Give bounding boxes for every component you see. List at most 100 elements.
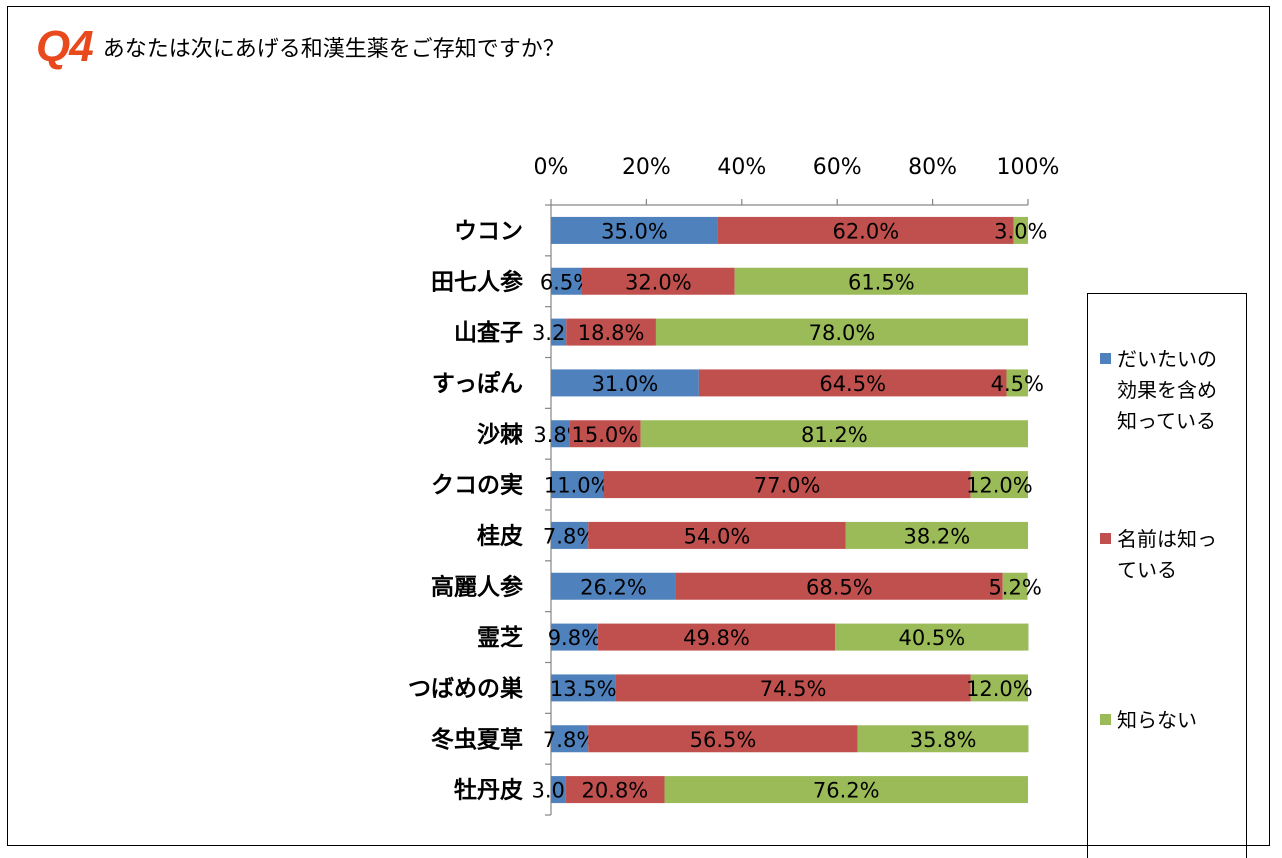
data-label: 20.8%	[582, 779, 649, 803]
category-label: 桂皮	[477, 523, 523, 549]
bar-segment	[970, 674, 1028, 702]
bar-segment	[551, 572, 676, 600]
category-label: 霊芝	[477, 625, 523, 651]
data-label: 76.2%	[813, 779, 880, 803]
bar-segment	[655, 318, 1028, 346]
category-label: つばめの巣	[408, 675, 524, 702]
category-label: クコの実	[431, 472, 523, 499]
bar-segment	[597, 623, 836, 651]
legend-item-know-effect: だいたいの 効果を含め 知っている	[1100, 344, 1240, 437]
bar-segment	[588, 725, 858, 753]
data-label: 49.8%	[683, 626, 750, 650]
data-label: 81.2%	[801, 423, 868, 447]
legend-swatch-red	[1100, 533, 1111, 544]
bar-segment	[698, 369, 1007, 397]
x-tick-label: 40%	[717, 155, 766, 180]
data-label: 3.0%	[994, 219, 1047, 243]
x-tick-label: 20%	[622, 155, 671, 180]
bar-segment	[551, 318, 567, 346]
legend-swatch-green	[1100, 714, 1111, 725]
data-label: 78.0%	[809, 321, 876, 345]
legend-item-know-name: 名前は知っ ている	[1100, 524, 1240, 586]
legend-label-know-name: 名前は知っ ている	[1117, 527, 1217, 582]
legend-swatch-blue	[1100, 353, 1111, 364]
bar-segment	[551, 725, 589, 753]
question-badge: Q4	[36, 22, 94, 71]
category-label: 牡丹皮	[454, 778, 523, 804]
bar-segment	[588, 521, 846, 549]
data-label: 64.5%	[819, 372, 886, 396]
data-label: 32.0%	[625, 270, 692, 294]
x-tick-label: 60%	[813, 155, 862, 180]
legend-item-unknown: 知らない	[1100, 705, 1240, 736]
data-label: 7.8%	[543, 524, 596, 548]
x-tick-label: 0%	[534, 155, 569, 180]
data-label: 5.2%	[988, 575, 1041, 599]
category-label: 冬虫夏草	[431, 726, 523, 753]
bar-segment	[551, 674, 616, 702]
data-label: 12.0%	[966, 677, 1033, 701]
bar-segment	[565, 776, 665, 804]
data-label: 18.8%	[578, 321, 645, 345]
data-label: 62.0%	[832, 219, 899, 243]
bar-segment	[582, 267, 735, 295]
category-label: ウコン	[454, 218, 523, 244]
legend-label-unknown: 知らない	[1117, 708, 1197, 732]
bar-segment	[551, 216, 718, 244]
data-label: 9.8%	[548, 626, 601, 650]
data-label: 61.5%	[848, 270, 915, 294]
bar-segment	[551, 267, 583, 295]
bar-segment	[717, 216, 1014, 244]
chart-frame	[7, 6, 1270, 846]
data-label: 7.8%	[543, 728, 596, 752]
bar-segment	[1006, 369, 1028, 397]
bar-segment	[603, 471, 971, 499]
data-label: 38.2%	[904, 524, 971, 548]
legend-label-know-effect: だいたいの 効果を含め 知っている	[1117, 347, 1217, 433]
bar-segment	[569, 420, 641, 448]
data-label: 40.5%	[899, 626, 966, 650]
bar-segment	[835, 623, 1029, 651]
category-label: 山査子	[454, 320, 523, 346]
data-label: 35.0%	[601, 219, 668, 243]
bar-segment	[675, 572, 1003, 600]
data-label: 68.5%	[806, 575, 873, 599]
title-row: Q4 あなたは次にあげる和漢生薬をご存知ですか？	[36, 22, 565, 72]
bar-segment	[857, 725, 1029, 753]
data-label: 11.0%	[544, 474, 611, 498]
data-label: 4.5%	[991, 372, 1044, 396]
category-label: 田七人参	[431, 268, 523, 295]
bar-segment	[664, 776, 1028, 804]
bar-segment	[551, 521, 589, 549]
bar-segment	[734, 267, 1028, 295]
bar-segment	[615, 674, 971, 702]
bar-segment	[551, 369, 699, 397]
data-label: 31.0%	[592, 372, 659, 396]
bar-segment	[1013, 216, 1028, 244]
bar-segment	[551, 776, 566, 804]
data-label: 15.0%	[572, 423, 639, 447]
legend: だいたいの 効果を含め 知っている 名前は知っ ている 知らない	[1087, 293, 1247, 858]
x-tick-label: 80%	[908, 155, 957, 180]
data-label: 77.0%	[754, 474, 821, 498]
bar-segment	[970, 471, 1028, 499]
bar-segment	[640, 420, 1028, 448]
bar-segment	[1002, 572, 1028, 600]
data-label: 26.2%	[580, 575, 647, 599]
category-label: すっぽん	[432, 370, 523, 397]
category-label: 沙棘	[477, 422, 524, 448]
question-text: あなたは次にあげる和漢生薬をご存知ですか？	[102, 37, 565, 62]
bar-segment	[566, 318, 656, 346]
data-label: 56.5%	[690, 728, 757, 752]
data-label: 12.0%	[966, 474, 1033, 498]
category-label: 高麗人参	[431, 573, 523, 600]
x-tick-label: 100%	[997, 155, 1060, 180]
bar-segment	[551, 471, 604, 499]
bar-segment	[551, 420, 570, 448]
bar-segment	[551, 623, 598, 651]
data-label: 54.0%	[684, 524, 751, 548]
data-label: 35.8%	[910, 728, 977, 752]
data-label: 74.5%	[760, 677, 827, 701]
bar-segment	[845, 521, 1028, 549]
